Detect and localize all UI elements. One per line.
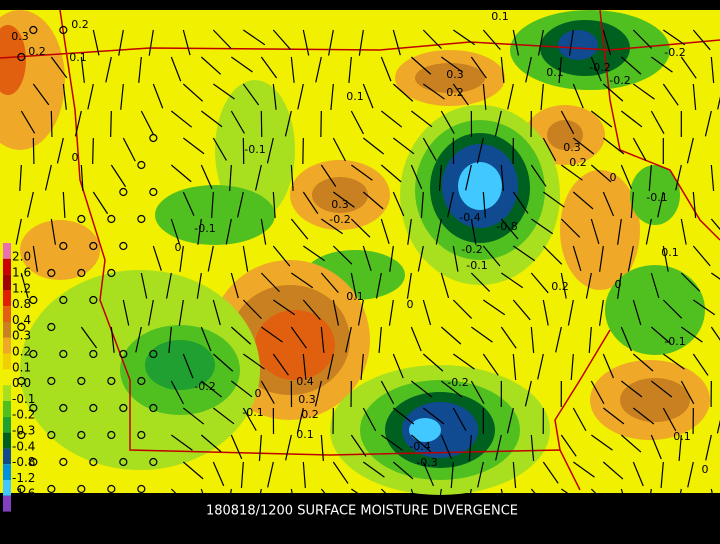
contour-label: 0 bbox=[615, 278, 622, 291]
legend-label: 0.8 bbox=[12, 297, 31, 311]
contour-label: -0.1 bbox=[466, 259, 487, 272]
legend-label: -0.1 bbox=[12, 392, 35, 406]
legend-swatch bbox=[3, 259, 11, 275]
contour-label: 0 bbox=[610, 171, 617, 184]
contour-label: -0.1 bbox=[194, 222, 215, 235]
legend-swatch bbox=[3, 369, 11, 385]
legend-swatch bbox=[3, 322, 11, 338]
legend-label: 1.6 bbox=[12, 266, 31, 280]
contour-label: -0.2 bbox=[447, 376, 468, 389]
contour-label: 0.3 bbox=[563, 141, 581, 154]
legend-swatch bbox=[3, 275, 11, 291]
contour-label: 0 bbox=[72, 151, 79, 164]
contour-label: 0.2 bbox=[301, 408, 319, 421]
contour-label: -0.1 bbox=[242, 406, 263, 419]
legend-label: 0.1 bbox=[12, 360, 31, 374]
legend-swatch bbox=[3, 385, 11, 401]
contour-label: 0.1 bbox=[491, 10, 509, 23]
contour-label: -0.1 bbox=[244, 143, 265, 156]
wind-barb bbox=[33, 138, 34, 164]
legend-label: -1.2 bbox=[12, 471, 35, 485]
contour-area bbox=[558, 30, 598, 60]
contour-label: -0.2 bbox=[664, 46, 685, 59]
contour-area bbox=[20, 220, 100, 280]
wind-barb bbox=[93, 138, 94, 164]
legend-swatch bbox=[3, 354, 11, 370]
contour-label: -0.2 bbox=[589, 61, 610, 74]
contour-label: 0 bbox=[255, 387, 262, 400]
contour-label: -0.2 bbox=[329, 213, 350, 226]
contour-area bbox=[409, 418, 441, 442]
legend-swatch bbox=[3, 290, 11, 306]
legend-swatch bbox=[3, 306, 11, 322]
contour-label: 0.2 bbox=[551, 280, 569, 293]
contour-label: -0.1 bbox=[646, 191, 667, 204]
contour-label: 0 bbox=[175, 241, 182, 254]
legend-swatch bbox=[3, 243, 11, 259]
contour-area bbox=[458, 162, 502, 210]
legend-swatch bbox=[3, 464, 11, 480]
contour-label: 0.3 bbox=[331, 198, 349, 211]
legend-swatch bbox=[3, 433, 11, 449]
legend-label: -1.6 bbox=[12, 487, 35, 501]
legend-label: -0.8 bbox=[12, 455, 35, 469]
contour-label: 0.2 bbox=[446, 86, 464, 99]
legend-label: 1.2 bbox=[12, 281, 31, 295]
legend-swatch bbox=[3, 338, 11, 354]
contour-label: 0.1 bbox=[346, 90, 364, 103]
contour-label: -0.1 bbox=[664, 335, 685, 348]
wind-barb bbox=[111, 111, 112, 137]
legend-swatch bbox=[3, 401, 11, 417]
legend-swatch bbox=[3, 448, 11, 464]
legend-label: -0.2 bbox=[12, 408, 35, 422]
map-title: 180818/1200 SURFACE MOISTURE DIVERGENCE bbox=[206, 504, 518, 519]
contour-label: -0.8 bbox=[496, 220, 517, 233]
contour-label: 0 bbox=[702, 463, 709, 476]
contour-label: 0.3 bbox=[298, 393, 316, 406]
legend-label: -0.3 bbox=[12, 424, 35, 438]
contour-label: 0.3 bbox=[446, 68, 464, 81]
legend-label: 2.0 bbox=[12, 250, 31, 264]
contour-label: -0.4 bbox=[409, 440, 430, 453]
contour-label: 0.4 bbox=[296, 375, 314, 388]
contour-label: -0.4 bbox=[459, 211, 480, 224]
contour-label: 0.1 bbox=[546, 66, 564, 79]
contour-label: 0.1 bbox=[69, 51, 87, 64]
contour-label: 0.2 bbox=[28, 45, 46, 58]
contour-label: -0.3 bbox=[416, 456, 437, 469]
wind-barb bbox=[51, 111, 52, 137]
contour-label: -0.2 bbox=[461, 243, 482, 256]
contour-label: 0.2 bbox=[71, 18, 89, 31]
contour-label: -0.2 bbox=[609, 74, 630, 87]
contour-label: 0.1 bbox=[673, 430, 691, 443]
contour-label: 0.1 bbox=[346, 290, 364, 303]
legend-label: 0.3 bbox=[12, 329, 31, 343]
contour-area bbox=[155, 185, 275, 245]
contour-label: 0.1 bbox=[661, 246, 679, 259]
legend-label: 0.2 bbox=[12, 345, 31, 359]
legend-label: 0.4 bbox=[12, 313, 31, 327]
legend-swatch bbox=[3, 417, 11, 433]
contour-label: -0.2 bbox=[194, 380, 215, 393]
contour-label: 0 bbox=[407, 298, 414, 311]
legend-swatch bbox=[3, 480, 11, 496]
legend-label: -0.4 bbox=[12, 439, 35, 453]
legend-label: 0.0 bbox=[12, 376, 31, 390]
legend-swatch bbox=[3, 496, 11, 512]
legend: 2.01.61.20.80.40.30.20.10.0-0.1-0.2-0.3-… bbox=[3, 243, 35, 512]
contour-label: 0.2 bbox=[569, 156, 587, 169]
contour-label: 0.3 bbox=[11, 30, 29, 43]
contour-label: 0.1 bbox=[296, 428, 314, 441]
